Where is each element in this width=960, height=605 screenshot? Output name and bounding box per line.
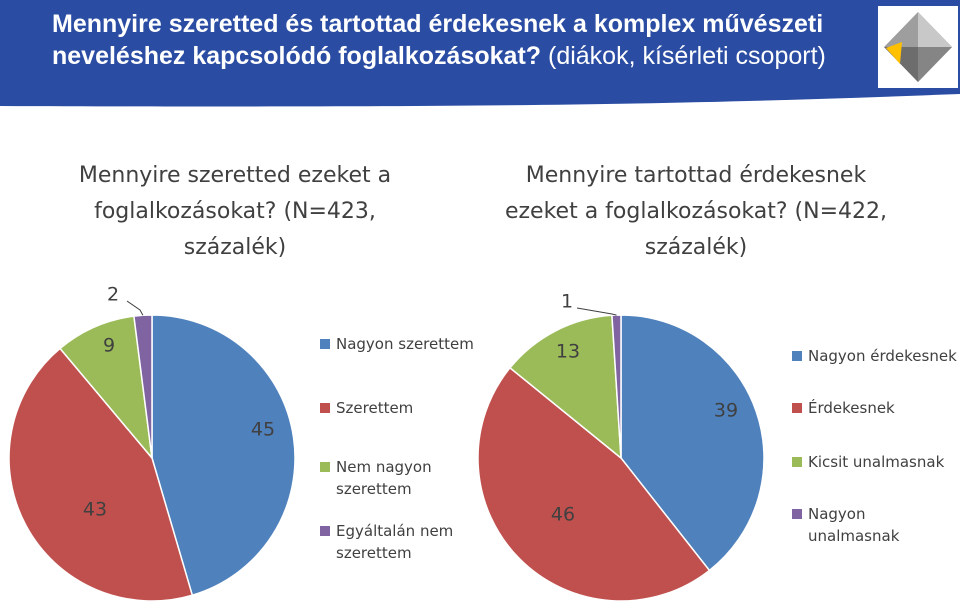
chart2-data-label-3: 13 <box>556 341 580 363</box>
slide-title-main: Mennyire szeretted és tartottad érdekesn… <box>52 10 824 70</box>
chart2-leader-line <box>576 307 617 316</box>
chart1-leader-line <box>126 300 144 316</box>
chart2-legend-label-1: Nagyon érdekesnek <box>808 347 957 365</box>
chart1-slice-4 <box>133 314 153 459</box>
chart1-legend-swatch-1 <box>320 339 330 349</box>
chart2-legend-swatch-1 <box>792 351 802 361</box>
chart1-legend-item-2: Szerettem <box>320 397 480 419</box>
chart2-legend-swatch-3 <box>792 457 802 467</box>
header-band: Mennyire szeretted és tartottad érdekesn… <box>0 0 960 110</box>
chart2-legend-label-2: Érdekesnek <box>808 399 895 417</box>
chart1-legend-swatch-4 <box>320 526 330 536</box>
chart1-data-label-2: 43 <box>83 499 107 521</box>
gray-diamond-logo <box>878 6 958 88</box>
chart2-slice-2 <box>477 366 711 602</box>
chart2-legend-label-4: Nagyon unalmasnak <box>808 505 900 545</box>
chart2-title: Mennyire tartottad érdekesnek ezeket a f… <box>504 163 888 260</box>
chart1-title: Mennyire szeretted ezeket a foglalkozáso… <box>78 163 392 260</box>
chart2-data-label-4: 1 <box>561 291 573 313</box>
chart1-legend-label-2: Szerettem <box>336 399 414 417</box>
chart2-legend-item-1: Nagyon érdekesnek <box>792 345 957 367</box>
chart1-legend-label-1: Nagyon szerettem <box>336 335 474 353</box>
chart1-legend-label-4: Egyáltalán nem szerettem <box>336 522 454 562</box>
chart1-legend-item-4: Egyáltalán nem szerettem <box>320 520 480 564</box>
chart1-slice-1 <box>151 314 296 597</box>
chart1-data-label-1: 45 <box>251 419 275 441</box>
chart1-data-label-3: 9 <box>103 335 115 357</box>
slide-title-sub: (diákok, kísérleti csoport) <box>548 42 826 70</box>
chart2-legend-item-2: Érdekesnek <box>792 397 957 419</box>
chart1-legend-swatch-3 <box>320 462 330 472</box>
chart1-legend-swatch-2 <box>320 403 330 413</box>
chart1-slice-2 <box>8 347 194 602</box>
header-background <box>0 0 960 107</box>
chart1-legend-item-3: Nem nagyon szerettem <box>320 456 480 500</box>
chart2-slice-3 <box>508 314 622 460</box>
chart2-legend-item-4: Nagyon unalmasnak <box>792 503 957 547</box>
chart2-legend-swatch-4 <box>792 509 802 519</box>
chart1-slice-3 <box>59 315 154 461</box>
chart1-legend-label-3: Nem nagyon szerettem <box>336 458 432 498</box>
chart2-data-label-2: 46 <box>551 504 575 526</box>
chart1-data-label-4: 2 <box>107 284 119 306</box>
chart2-slice-1 <box>620 314 765 572</box>
chart2-legend-swatch-2 <box>792 403 802 413</box>
chart1-legend-item-1: Nagyon szerettem <box>320 333 480 355</box>
chart2-legend-item-3: Kicsit unalmasnak <box>792 451 957 473</box>
chart2-legend-label-3: Kicsit unalmasnak <box>808 453 945 471</box>
slide-title: Mennyire szeretted és tartottad érdekesn… <box>52 8 882 72</box>
chart2-data-label-1: 39 <box>714 400 738 422</box>
